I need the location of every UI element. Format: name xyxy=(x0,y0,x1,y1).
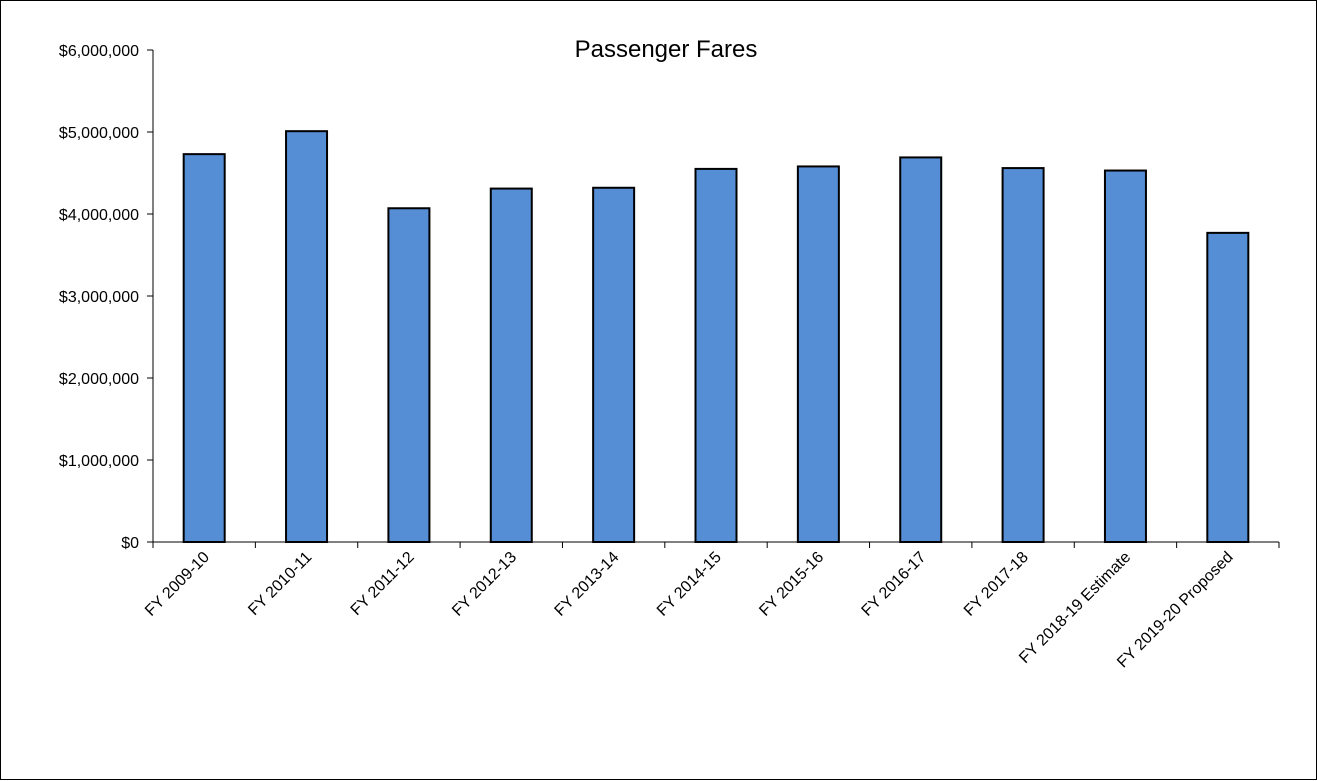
chart-title: Passenger Fares xyxy=(575,36,758,63)
y-tick-label: $6,000,000 xyxy=(59,43,139,60)
x-tick-label: FY 2010-11 xyxy=(245,549,315,619)
x-tick-label: FY 2015-16 xyxy=(756,549,827,620)
bar xyxy=(285,130,329,543)
x-tick-label: FY 2013-14 xyxy=(552,549,623,620)
x-tick-label: FY 2018-19 Estimate xyxy=(1016,549,1134,667)
x-tick-label: FY 2019-20 Proposed xyxy=(1114,549,1237,672)
bar xyxy=(796,165,840,543)
bar xyxy=(899,156,943,543)
x-tick-label: FY 2016-17 xyxy=(859,549,930,620)
x-tick-label: FY 2011-12 xyxy=(348,549,418,619)
y-axis: $0 $1,000,000 $2,000,000 $3,000,000 $4,000,0… xyxy=(59,43,154,552)
x-tick-label: FY 2012-13 xyxy=(449,549,520,620)
y-tick-label: $5,000,000 xyxy=(59,125,139,142)
x-axis: FY 2009-10 FY 2010-11 FY 2011-12 FY 2012-13… xyxy=(142,541,1280,672)
bar xyxy=(592,186,636,543)
bar xyxy=(1001,167,1045,544)
bar xyxy=(694,167,738,543)
y-tick-label: $0 xyxy=(121,535,139,552)
x-tick-label: FY 2009-10 xyxy=(142,549,213,620)
x-tick-label: FY 2014-15 xyxy=(654,549,725,620)
y-tick-label: $2,000,000 xyxy=(59,371,139,388)
bar xyxy=(182,153,226,543)
y-tick-label: $4,000,000 xyxy=(59,207,139,224)
y-tick-label: $1,000,000 xyxy=(59,453,139,470)
bar xyxy=(1103,169,1147,543)
x-tick-label: FY 2017-18 xyxy=(961,549,1032,620)
bar xyxy=(387,207,431,543)
bar xyxy=(489,187,533,544)
bar xyxy=(1206,231,1250,544)
y-tick-label: $3,000,000 xyxy=(59,289,139,306)
bars xyxy=(182,130,1250,544)
